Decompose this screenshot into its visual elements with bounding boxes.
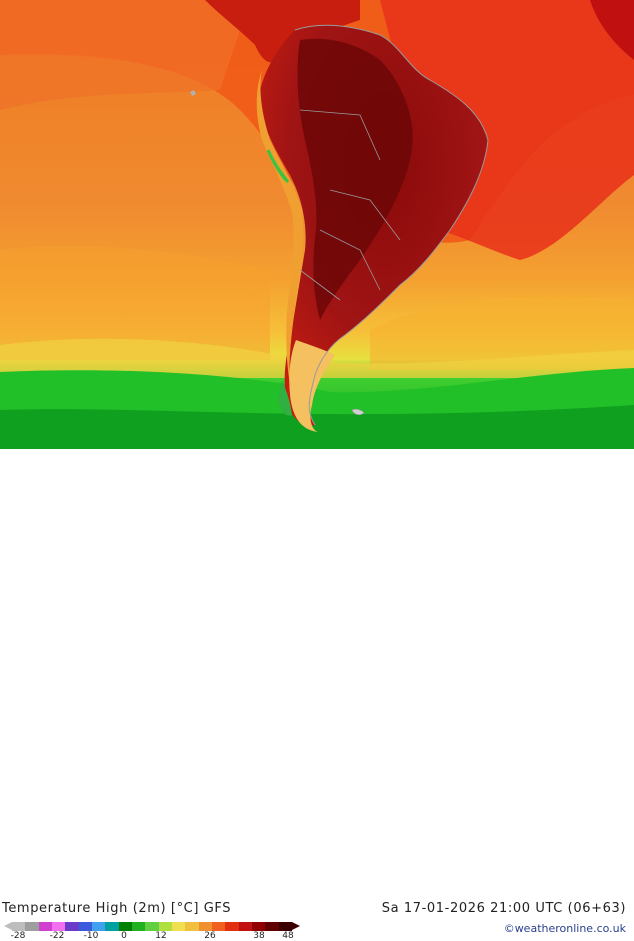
legend-color-segment	[25, 922, 39, 931]
legend-color-segment	[171, 922, 186, 931]
legend-tick: 12	[155, 931, 167, 941]
south-atlantic-lighter	[370, 296, 634, 370]
legend-tick: 48	[282, 931, 294, 941]
legend-color-segment	[238, 922, 252, 931]
falkland-islands	[351, 408, 365, 415]
south-pacific-lighter	[0, 246, 270, 360]
legend-color-segment	[265, 922, 279, 931]
legend-tick: -28	[10, 931, 26, 941]
coastline	[294, 24, 489, 426]
map-svg	[0, 0, 634, 449]
legend-tick: 26	[204, 931, 216, 941]
credit-link[interactable]: ©weatheronline.co.uk	[503, 922, 626, 935]
legend-color-segment	[51, 922, 66, 931]
legend-color-segment	[131, 922, 146, 931]
legend-tick: -22	[49, 931, 65, 941]
legend-color-segment	[251, 922, 266, 931]
footer-bar: Temperature High (2m) [°C] GFS Sa 17-01-…	[0, 449, 634, 941]
temperature-map[interactable]	[0, 0, 634, 449]
color-legend-bar	[4, 922, 300, 931]
legend-arrow-low	[4, 922, 12, 930]
north-pacific-orange	[0, 0, 250, 110]
valid-time: Sa 17-01-2026 21:00 UTC (06+63)	[381, 901, 626, 916]
legend-color-segment	[118, 922, 132, 931]
interior-heat-core	[297, 38, 413, 321]
legend-color-segment	[198, 922, 212, 931]
andes-strip	[256, 70, 304, 385]
legend-segments	[12, 922, 292, 931]
legend-color-segment	[38, 922, 52, 931]
tierra-del-fuego-green	[278, 380, 292, 416]
map-title: Temperature High (2m) [°C] GFS	[2, 901, 232, 916]
legend-tick: -10	[83, 931, 99, 941]
legend-color-segment	[105, 922, 119, 931]
legend-color-segment	[225, 922, 239, 931]
africa-edge-land	[590, 0, 634, 60]
polar-green-deep	[0, 405, 634, 449]
legend-color-segment	[278, 922, 292, 931]
legend-tick: 0	[121, 931, 127, 941]
subpolar-yellow-band	[0, 338, 634, 378]
legend-color-segment	[211, 922, 226, 931]
legend-tick: 38	[253, 931, 265, 941]
central-america-land	[205, 0, 360, 63]
galapagos-islands	[190, 90, 196, 96]
legend-color-segment	[12, 922, 26, 931]
legend-color-segment	[91, 922, 106, 931]
legend-color-segment	[158, 922, 172, 931]
legend-color-segment	[78, 922, 92, 931]
legend-arrow-high	[292, 922, 300, 930]
legend-color-segment	[145, 922, 159, 931]
andes-green-patches	[266, 149, 290, 184]
legend-color-segment	[65, 922, 79, 931]
country-borders	[299, 109, 401, 301]
legend-color-segment	[185, 922, 199, 931]
